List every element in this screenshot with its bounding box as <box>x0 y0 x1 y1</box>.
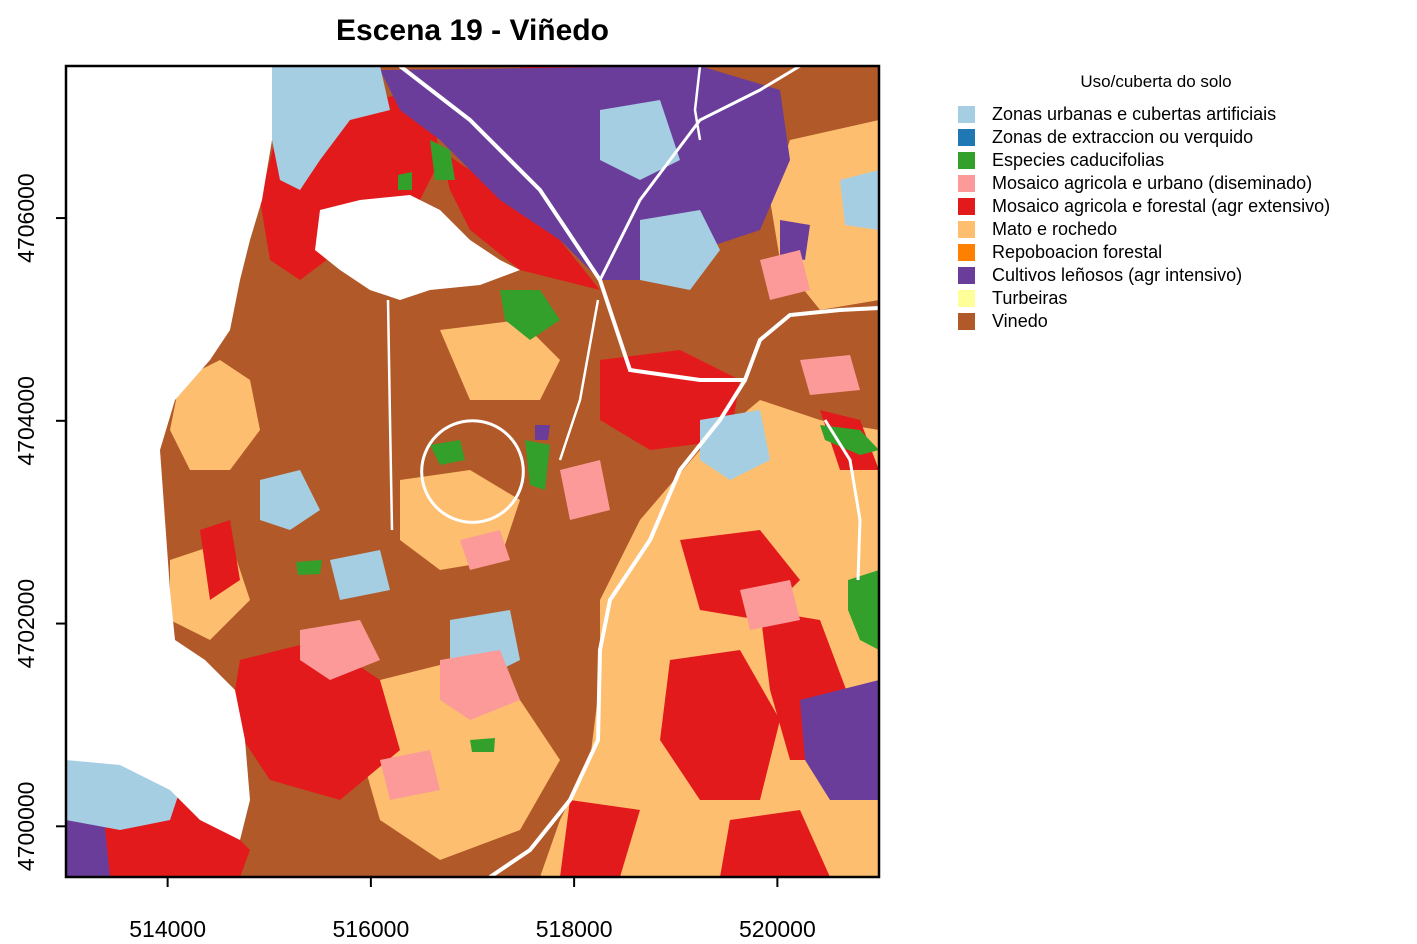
legend-item: Cultivos leñosos (agr intensivo) <box>958 264 1330 287</box>
caducifolias-area <box>470 738 495 752</box>
mosaico-forestal-area <box>230 640 400 800</box>
legend-label: Mato e rochedo <box>992 219 1118 239</box>
cultivos-lenosos-area <box>535 425 550 440</box>
x-tick-label: 518000 <box>536 916 613 942</box>
road <box>488 378 747 877</box>
mosaico-urbano-area <box>800 355 860 395</box>
legend-item: Vinedo <box>958 310 1330 333</box>
legend-label: Zonas urbanas e cubertas artificiais <box>992 104 1277 124</box>
urbana-area <box>260 470 320 530</box>
road <box>386 299 394 531</box>
legend-item: Turbeiras <box>958 287 1330 310</box>
legend-swatch <box>958 267 975 284</box>
legend-item: Zonas urbanas e cubertas artificiais <box>958 103 1330 126</box>
caducifolias-area <box>430 440 465 465</box>
urbana-area <box>640 210 720 290</box>
caducifolias-area <box>525 440 550 490</box>
mosaico-forestal-area <box>720 810 830 877</box>
road <box>693 66 702 141</box>
legend-swatch <box>958 129 975 146</box>
mato-area <box>170 360 260 470</box>
legend-item: Mosaico agricola e urbano (diseminado) <box>958 172 1330 195</box>
caducifolias-area <box>430 140 455 180</box>
mosaico-urbano-area <box>740 580 800 630</box>
legend-title: Uso/cuberta do solo <box>1080 72 1232 91</box>
legend-swatch <box>958 244 975 261</box>
cultivos-lenosos-area <box>800 680 879 800</box>
legend-label: Turbeiras <box>992 288 1068 308</box>
x-axis: 514000 516000 518000 520000 <box>129 877 816 942</box>
mato-area <box>360 660 560 860</box>
legend-swatch <box>958 313 975 330</box>
legend-item: Zonas de extraccion ou verquido <box>958 126 1330 149</box>
no-data-area <box>315 195 520 300</box>
x-tick-label: 516000 <box>333 916 410 942</box>
y-tick-label: 4700000 <box>13 782 39 872</box>
caducifolias-area <box>820 425 879 455</box>
caducifolias-area <box>296 560 322 575</box>
legend-label: Repoboacion forestal <box>992 242 1163 262</box>
urbana-area <box>330 550 390 600</box>
mosaico-urbano-area <box>560 460 610 520</box>
legend-items: Zonas urbanas e cubertas artificiais Zona… <box>958 103 1330 333</box>
y-tick-label: 4706000 <box>13 173 39 263</box>
y-tick-label: 4702000 <box>13 579 39 669</box>
legend-label: Mosaico agricola e urbano (diseminado) <box>992 173 1313 193</box>
road <box>823 419 862 581</box>
map-title: Escena 19 - Viñedo <box>336 14 609 47</box>
legend-label: Zonas de extraccion ou verquido <box>992 127 1254 147</box>
focus-circle <box>420 419 525 524</box>
legend-item: Repoboacion forestal <box>958 241 1330 264</box>
legend-swatch <box>958 175 975 192</box>
urbana-area <box>66 760 180 830</box>
legend-label: Mosaico agricola e forestal (agr extensi… <box>992 196 1331 216</box>
mosaico-forestal-area <box>660 650 780 800</box>
urbana-area <box>840 170 879 230</box>
land-cover-raster <box>66 66 879 877</box>
legend-label: Vinedo <box>992 311 1048 331</box>
mosaico-urbano-area <box>380 750 440 800</box>
legend-item: Mato e rochedo <box>958 218 1330 241</box>
mosaico-forestal-area <box>560 800 640 877</box>
plot-frame <box>64 64 881 879</box>
road <box>558 299 600 461</box>
caducifolias-area <box>500 290 560 340</box>
urbana-area <box>700 410 770 480</box>
legend-swatch <box>958 221 975 238</box>
caducifolias-area <box>398 172 412 190</box>
x-tick-label: 514000 <box>129 916 206 942</box>
mosaico-forestal-area <box>440 150 600 290</box>
mosaico-urbano-area <box>440 650 520 720</box>
legend-swatch <box>958 198 975 215</box>
cultivos-lenosos-area <box>780 220 810 260</box>
x-tick-label: 520000 <box>739 916 816 942</box>
caducifolias-area <box>848 570 879 650</box>
mosaico-forestal-area <box>200 520 240 600</box>
legend-label: Especies caducifolias <box>992 150 1165 170</box>
no-data-area <box>66 66 272 840</box>
y-tick-label: 4704000 <box>13 376 39 466</box>
legend-item: Especies caducifolias <box>958 149 1330 172</box>
legend-swatch <box>958 106 975 123</box>
legend-swatch <box>958 152 975 169</box>
legend-swatch <box>958 290 975 307</box>
mosaico-urbano-area <box>460 530 510 570</box>
legend-label: Cultivos leñosos (agr intensivo) <box>992 265 1243 285</box>
urbana-area <box>600 100 680 180</box>
road <box>398 66 879 382</box>
mosaico-urbano-area <box>300 620 380 680</box>
urbana-area <box>272 66 390 190</box>
mosaico-urbano-area <box>760 250 810 300</box>
legend-item: Mosaico agricola e forestal (agr extensi… <box>958 195 1330 218</box>
road <box>598 66 801 281</box>
y-axis: 4700000 4702000 4704000 4706000 <box>13 173 66 871</box>
